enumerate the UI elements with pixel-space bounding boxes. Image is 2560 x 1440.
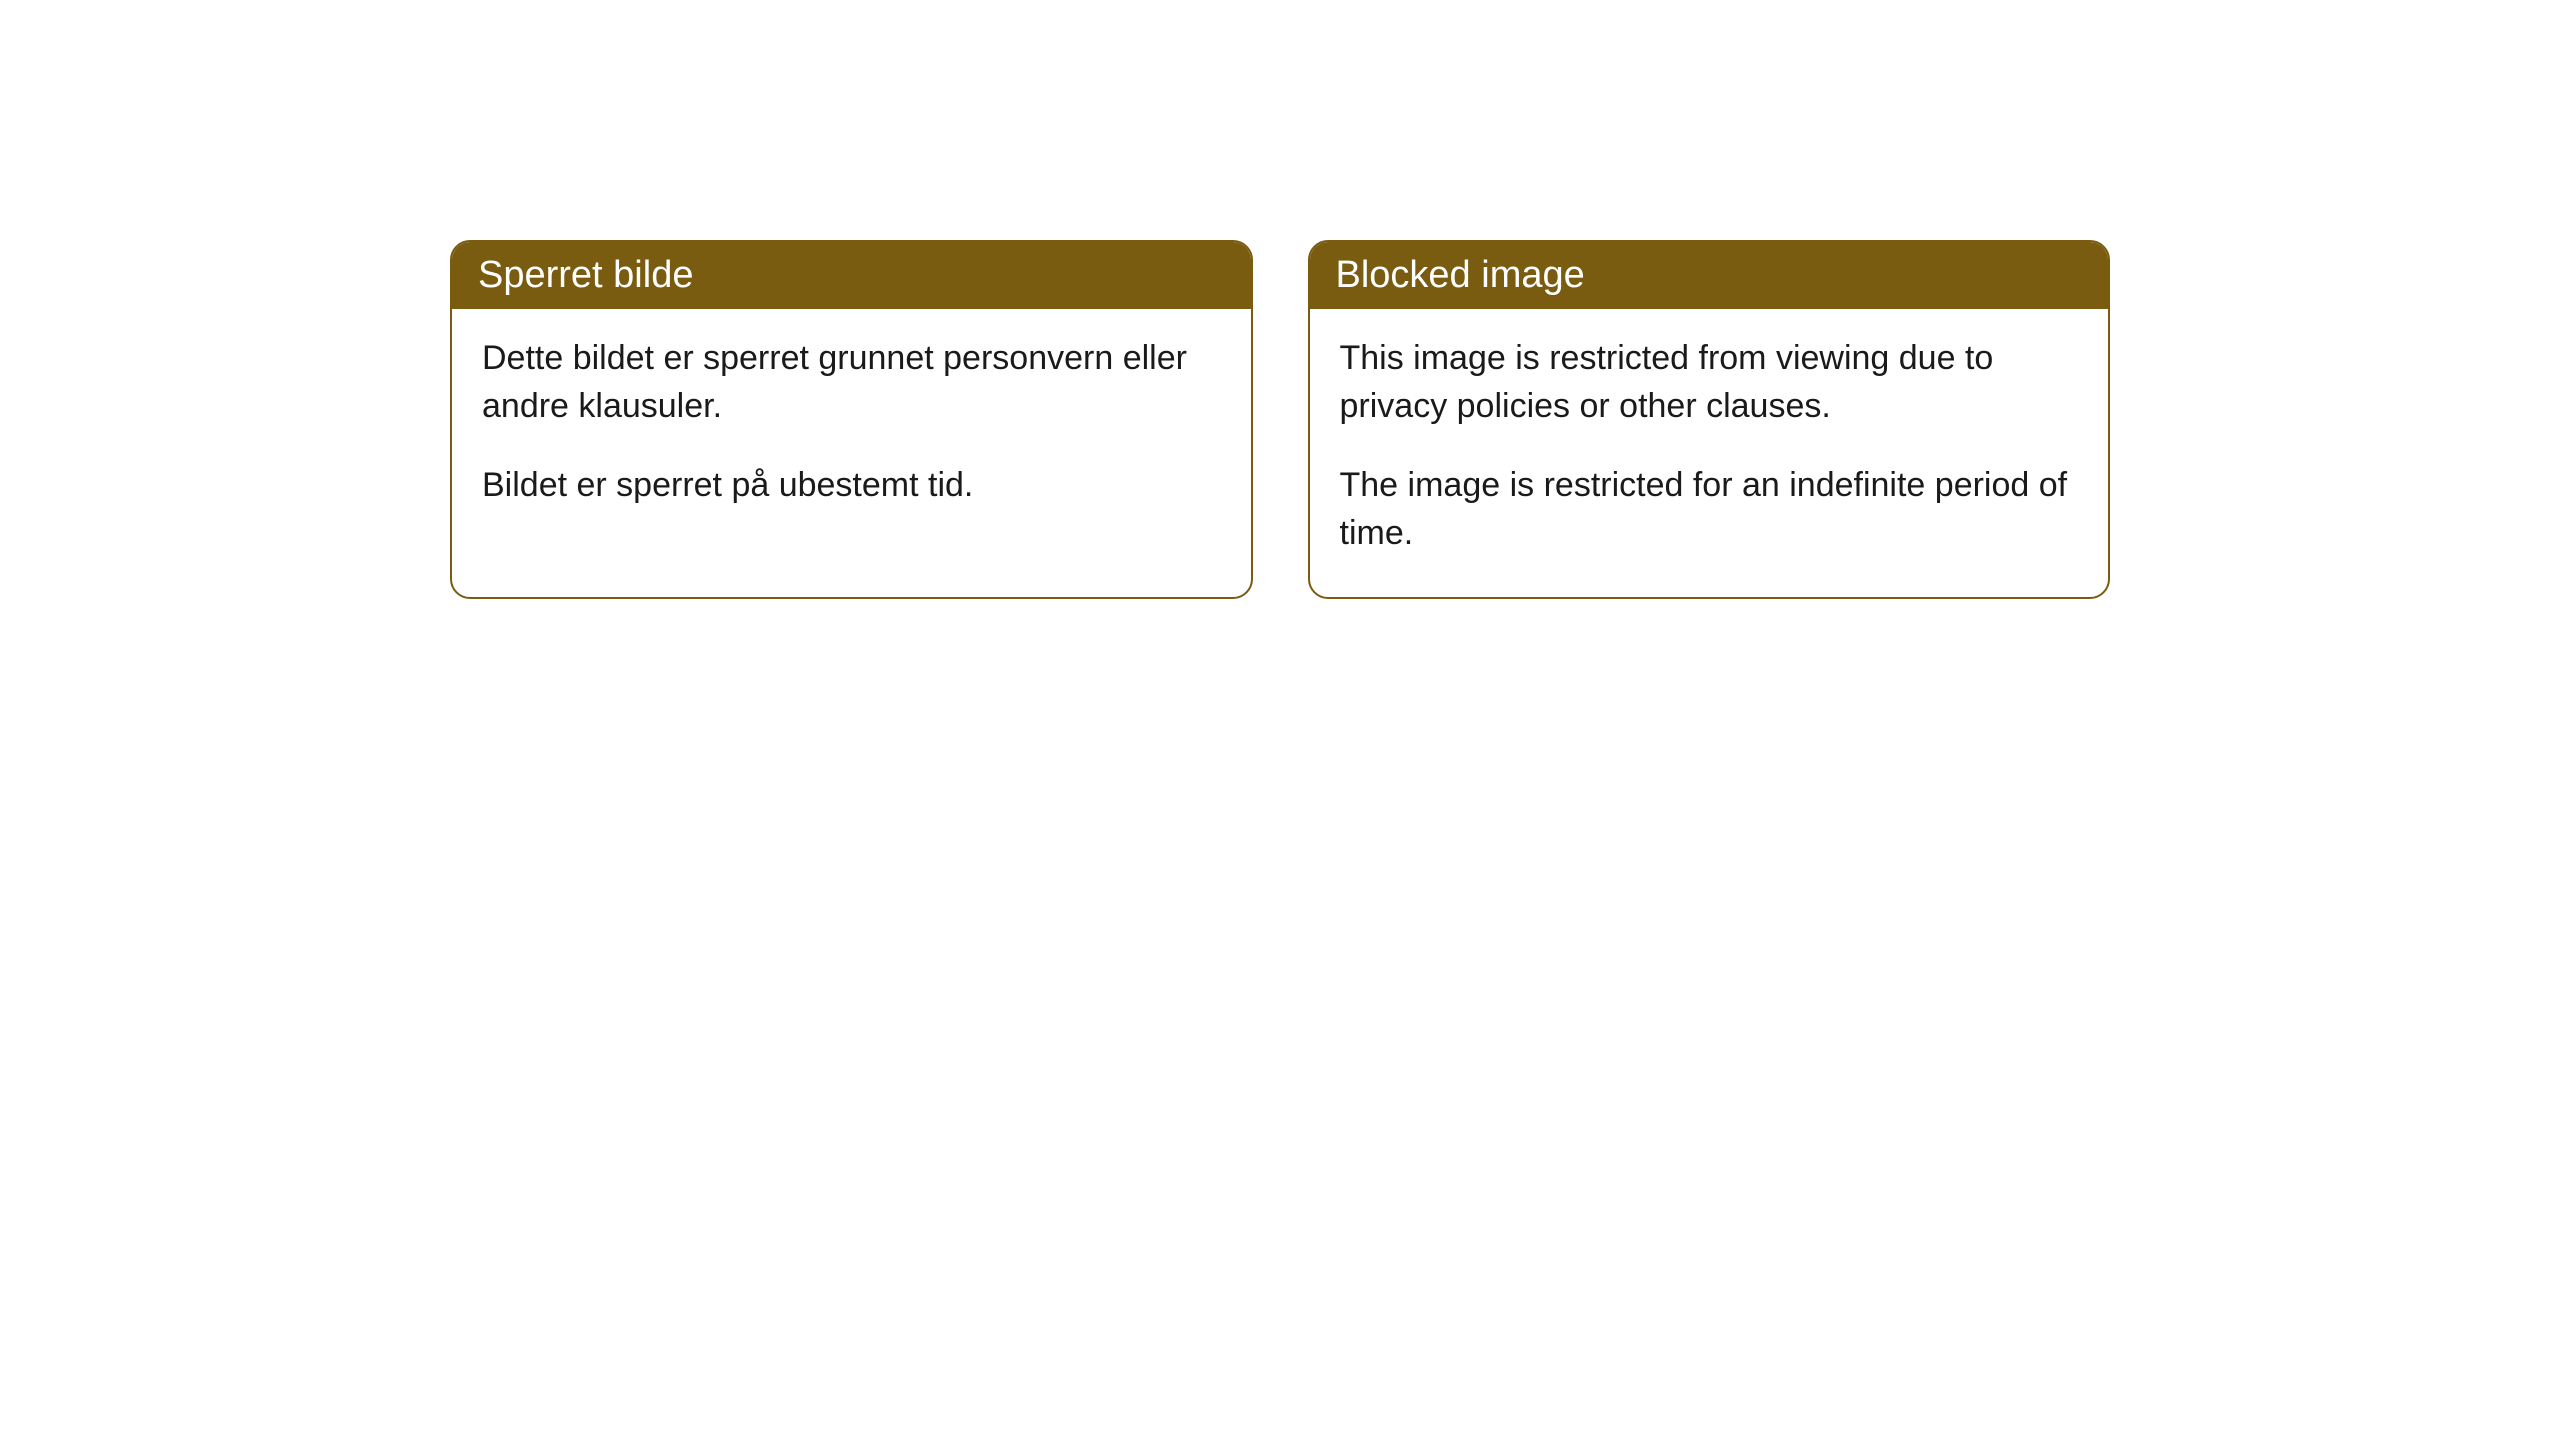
card-paragraph-1: This image is restricted from viewing du… — [1340, 335, 2079, 430]
card-title: Sperret bilde — [478, 254, 693, 296]
card-paragraph-2: Bildet er sperret på ubestemt tid. — [482, 462, 1221, 510]
card-header-english: Blocked image — [1310, 242, 2109, 309]
card-paragraph-2: The image is restricted for an indefinit… — [1340, 462, 2079, 557]
card-body-norwegian: Dette bildet er sperret grunnet personve… — [452, 309, 1251, 550]
card-english: Blocked image This image is restricted f… — [1308, 240, 2111, 599]
card-body-english: This image is restricted from viewing du… — [1310, 309, 2109, 597]
card-header-norwegian: Sperret bilde — [452, 242, 1251, 309]
cards-container: Sperret bilde Dette bildet er sperret gr… — [450, 240, 2110, 599]
card-norwegian: Sperret bilde Dette bildet er sperret gr… — [450, 240, 1253, 599]
card-title: Blocked image — [1336, 254, 1585, 296]
card-paragraph-1: Dette bildet er sperret grunnet personve… — [482, 335, 1221, 430]
